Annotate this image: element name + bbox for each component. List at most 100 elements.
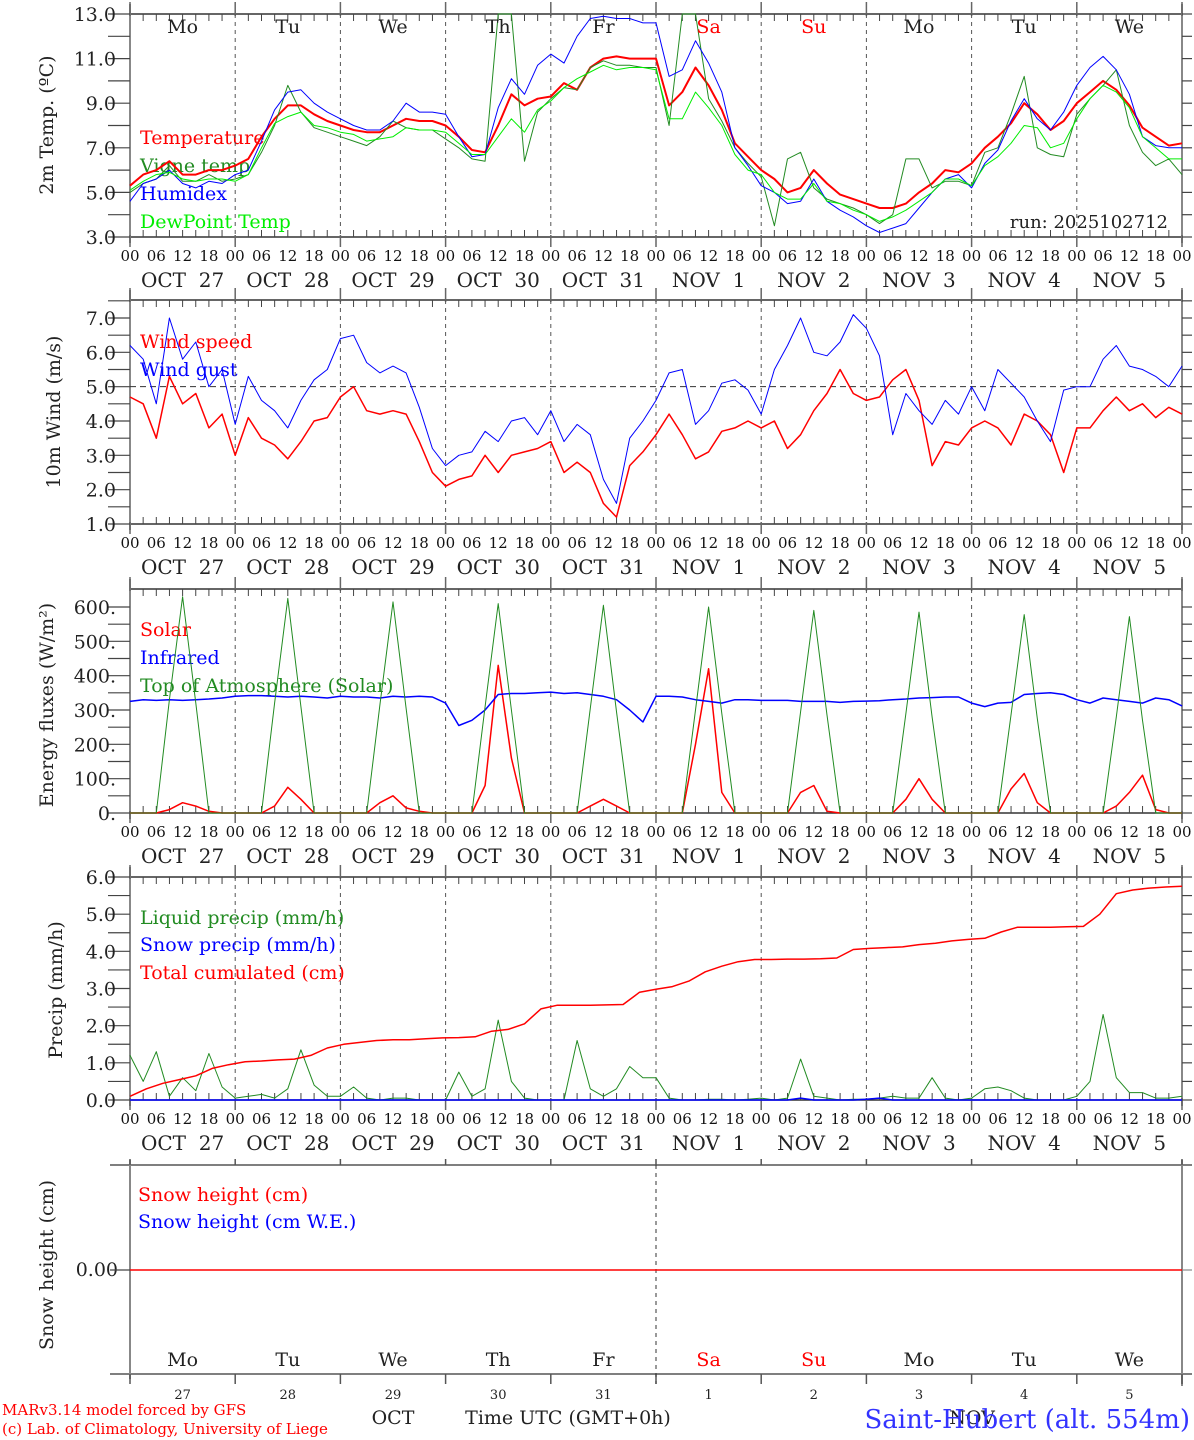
hour-tick-label: 06 — [357, 1110, 376, 1128]
legend-solar: Solar — [140, 619, 192, 641]
hour-tick-label: 06 — [988, 247, 1007, 265]
date-label: NOV 2 — [777, 1131, 850, 1155]
dow-label: Tu — [1012, 1349, 1037, 1371]
dow-label: Mo — [167, 16, 198, 38]
hour-tick-label: 06 — [252, 823, 271, 841]
hour-tick-label: 12 — [278, 1110, 297, 1128]
hour-tick-label: 00 — [436, 1110, 455, 1128]
date-label: OCT 31 — [562, 1131, 645, 1155]
hour-tick-label: 06 — [357, 247, 376, 265]
hour-tick-label: 00 — [541, 1110, 560, 1128]
hour-tick-label: 00 — [752, 1110, 771, 1128]
day-number-label: 31 — [595, 1388, 612, 1403]
legend-snow-precip: Snow precip (mm/h) — [140, 934, 336, 956]
date-label: OCT 30 — [457, 1131, 540, 1155]
hour-tick-label: 00 — [752, 823, 771, 841]
day-number-label: 27 — [174, 1388, 191, 1403]
hour-tick-label: 00 — [857, 1110, 876, 1128]
hour-tick-label: 00 — [120, 247, 139, 265]
hour-tick-label: 18 — [1041, 1110, 1060, 1128]
hour-tick-label: 12 — [1015, 534, 1034, 552]
time-axis-title: Time UTC (GMT+0h) — [465, 1407, 671, 1429]
day-number-label: 29 — [385, 1388, 402, 1403]
dow-label: Sa — [696, 1349, 720, 1371]
hour-tick-label: 06 — [1094, 823, 1113, 841]
hour-tick-label: 00 — [857, 823, 876, 841]
hour-tick-label: 12 — [804, 534, 823, 552]
hour-tick-label: 12 — [804, 247, 823, 265]
date-label: NOV 1 — [672, 268, 745, 292]
dow-label: Tu — [275, 16, 300, 38]
hour-tick-label: 06 — [778, 823, 797, 841]
hour-tick-label: 00 — [436, 247, 455, 265]
hour-tick-label: 18 — [1146, 823, 1165, 841]
hour-tick-label: 00 — [331, 247, 350, 265]
hour-tick-label: 06 — [147, 1110, 166, 1128]
hour-tick-label: 06 — [988, 534, 1007, 552]
hour-tick-label: 00 — [541, 534, 560, 552]
hour-tick-label: 06 — [673, 247, 692, 265]
hour-tick-label: 18 — [725, 247, 744, 265]
hour-tick-label: 12 — [1120, 1110, 1139, 1128]
date-label: OCT 27 — [141, 1131, 224, 1155]
footer: MARv3.14 model forced by GFS (c) Lab. of… — [2, 1401, 1190, 1438]
hour-tick-label: 18 — [831, 247, 850, 265]
hour-tick-label: 18 — [305, 247, 324, 265]
hour-tick-label: 06 — [462, 1110, 481, 1128]
hour-tick-label: 06 — [252, 534, 271, 552]
hour-tick-label: 18 — [1146, 247, 1165, 265]
y-tick-label: 11.0 — [74, 49, 116, 71]
date-label: NOV 1 — [672, 1131, 745, 1155]
date-label: OCT 30 — [457, 268, 540, 292]
date-label: NOV 1 — [672, 844, 745, 868]
day-number-label: 28 — [280, 1388, 297, 1403]
y-tick-label: 6.0 — [86, 867, 116, 889]
date-label: NOV 4 — [987, 844, 1060, 868]
y-tick-label: 13.0 — [74, 4, 116, 26]
hour-tick-label: 00 — [857, 534, 876, 552]
dow-label: Su — [801, 16, 826, 38]
hour-tick-label: 00 — [541, 823, 560, 841]
day-number-label: 2 — [810, 1388, 818, 1403]
dow-label: Su — [801, 1349, 826, 1371]
y-tick-label: 200. — [74, 734, 116, 756]
y-tick-label: 3.0 — [86, 227, 116, 249]
temp-ylabel: 2m Temp. (ºC) — [36, 55, 58, 194]
date-label: NOV 4 — [987, 555, 1060, 579]
hour-tick-label: 06 — [568, 823, 587, 841]
hour-tick-label: 12 — [699, 823, 718, 841]
y-tick-label: 3.0 — [86, 979, 116, 1001]
hour-tick-label: 06 — [147, 247, 166, 265]
date-label: OCT 27 — [141, 844, 224, 868]
y-tick-label: 4.0 — [86, 411, 116, 433]
hour-tick-label: 12 — [909, 1110, 928, 1128]
hour-tick-label: 18 — [199, 823, 218, 841]
hour-tick-label: 00 — [1172, 1110, 1191, 1128]
hour-tick-label: 12 — [173, 823, 192, 841]
hour-tick-label: 12 — [1015, 247, 1034, 265]
hour-tick-label: 18 — [831, 823, 850, 841]
hour-tick-label: 06 — [147, 823, 166, 841]
date-label: OCT 30 — [457, 555, 540, 579]
hour-tick-label: 18 — [1146, 534, 1165, 552]
y-tick-label: 7.0 — [86, 138, 116, 160]
hour-tick-label: 12 — [278, 247, 297, 265]
hour-tick-label: 12 — [1015, 1110, 1034, 1128]
day-number-label: 4 — [1020, 1388, 1028, 1403]
y-tick-label: 5.0 — [86, 377, 116, 399]
hour-tick-label: 18 — [1041, 247, 1060, 265]
hour-tick-label: 00 — [1172, 247, 1191, 265]
hour-tick-label: 18 — [831, 1110, 850, 1128]
hour-tick-label: 00 — [1067, 823, 1086, 841]
date-label: NOV 3 — [882, 1131, 955, 1155]
hour-tick-label: 18 — [725, 1110, 744, 1128]
hour-tick-label: 12 — [383, 823, 402, 841]
y-tick-label: 100. — [74, 769, 116, 791]
date-label: OCT 29 — [351, 844, 434, 868]
y-tick-label: 4.0 — [86, 941, 116, 963]
hour-tick-label: 12 — [1120, 534, 1139, 552]
y-tick-label: 2.0 — [86, 480, 116, 502]
hour-tick-label: 12 — [804, 1110, 823, 1128]
hour-tick-label: 06 — [357, 823, 376, 841]
y-tick-label: 1.0 — [86, 514, 116, 536]
